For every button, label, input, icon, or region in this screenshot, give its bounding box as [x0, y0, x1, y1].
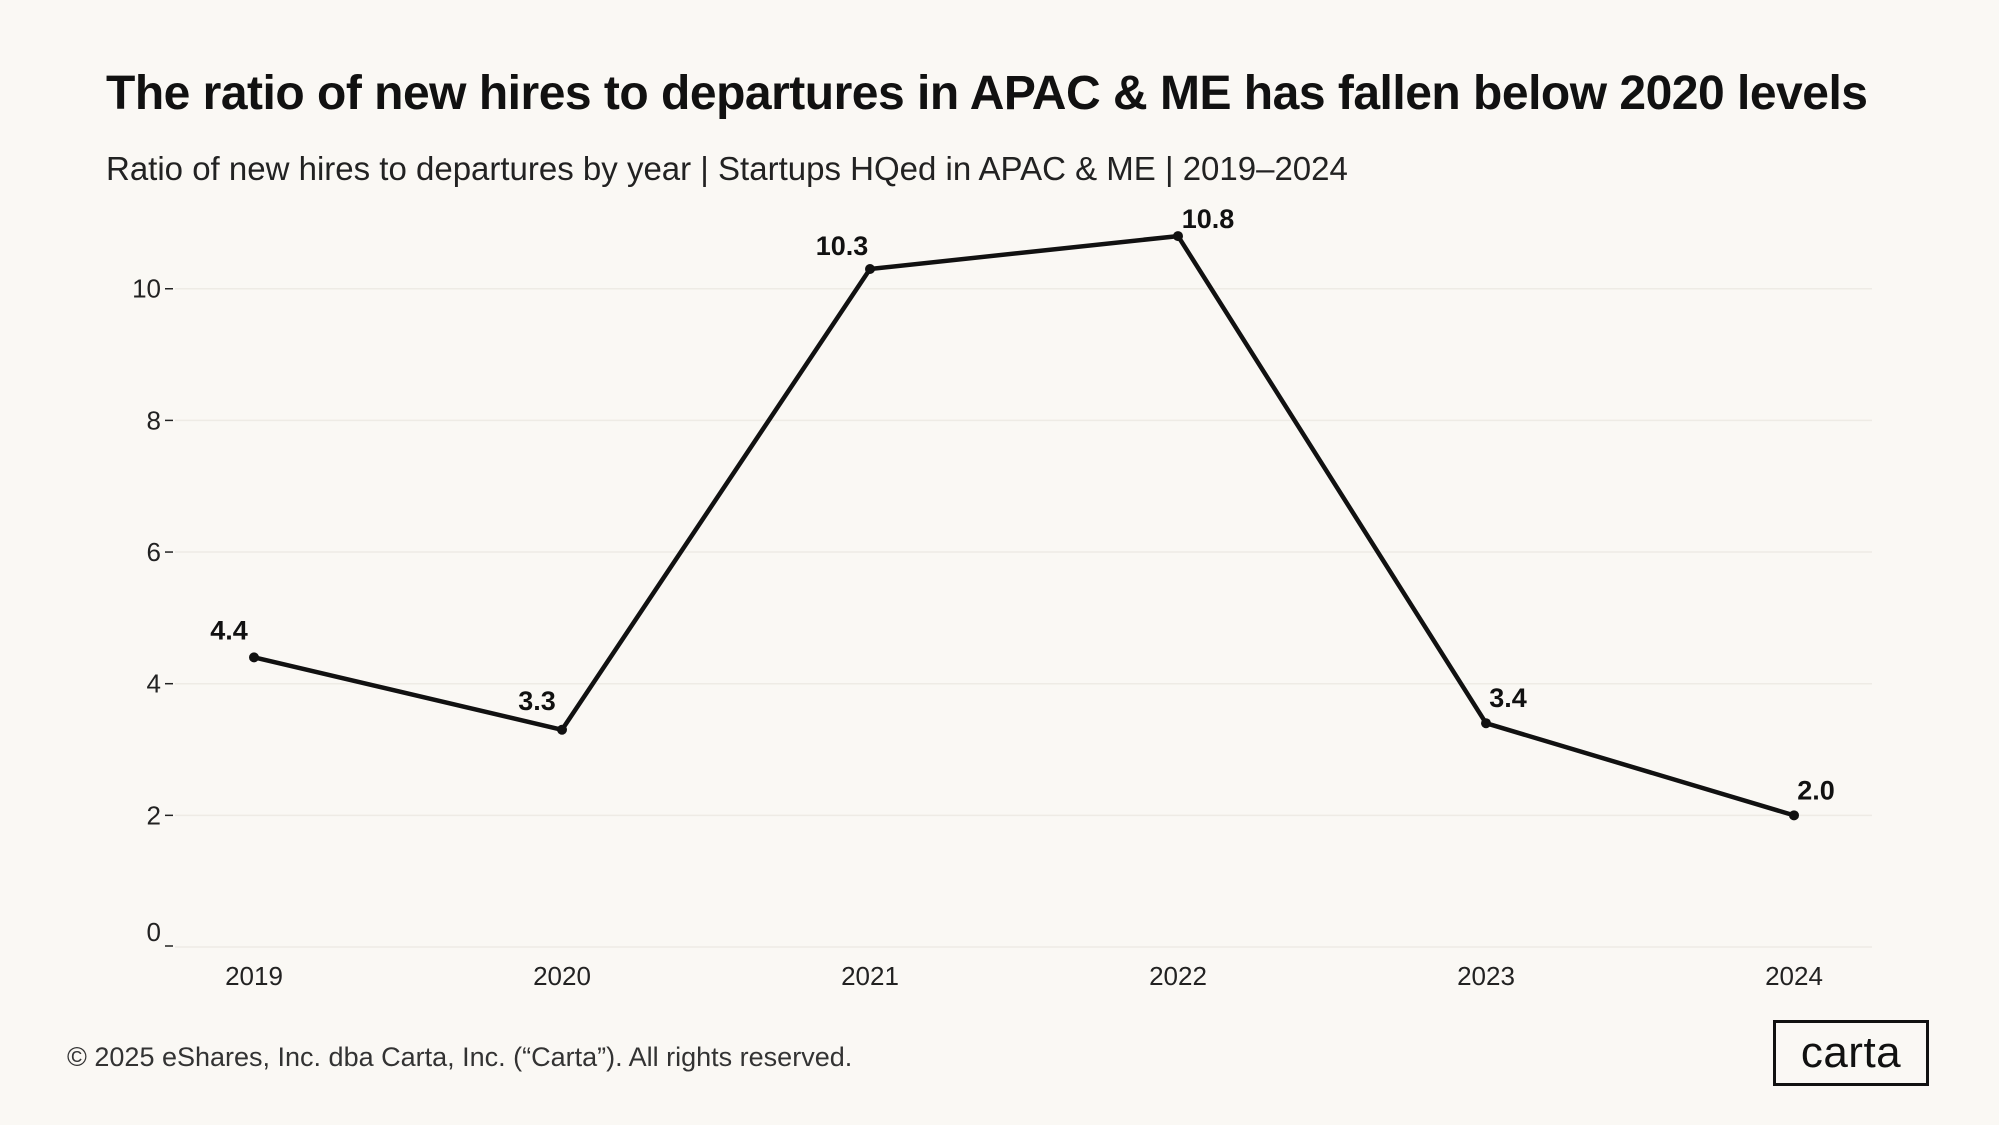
data-label: 10.3: [816, 231, 869, 261]
x-tick-label: 2023: [1457, 961, 1515, 991]
data-point: [1481, 718, 1491, 729]
data-label: 2.0: [1797, 775, 1835, 805]
data-point: [1789, 810, 1799, 821]
gridlines: [175, 287, 1872, 948]
x-tick-label: 2024: [1765, 961, 1823, 991]
data-point: [557, 724, 567, 735]
y-tick-label: 0: [147, 917, 161, 947]
x-tick-label: 2019: [225, 961, 283, 991]
x-tick-label: 2022: [1149, 961, 1207, 991]
y-tick-label: 8: [147, 405, 161, 435]
x-axis: 2019 2020 2021 2022 2023 2024: [225, 961, 1823, 991]
copyright-footer: © 2025 eShares, Inc. dba Carta, Inc. (“C…: [67, 1042, 853, 1072]
x-tick-label: 2021: [841, 961, 899, 991]
data-point: [1173, 231, 1183, 242]
data-label: 10.8: [1182, 204, 1235, 234]
data-point: [865, 263, 875, 274]
data-label: 4.4: [210, 615, 248, 645]
data-label: 3.3: [518, 686, 556, 716]
carta-logo: carta: [1773, 1020, 1929, 1086]
data-point: [249, 652, 259, 663]
chart-title: The ratio of new hires to departures in …: [106, 67, 1868, 120]
y-axis: 0 2 4 6 8 10: [132, 274, 173, 947]
x-tick-label: 2020: [533, 961, 591, 991]
series-line: [251, 233, 1797, 818]
data-points: [249, 231, 1799, 821]
y-tick-label: 6: [147, 537, 161, 567]
series-line-layer: [251, 233, 1797, 818]
y-tick-label: 4: [147, 669, 161, 699]
chart-subtitle: Ratio of new hires to departures by year…: [106, 150, 1348, 187]
y-tick-label: 2: [147, 800, 161, 830]
data-labels: 4.4 3.3 10.3 10.8 3.4 2.0: [210, 204, 1835, 805]
y-tick-label: 10: [132, 274, 161, 304]
line-chart: 0 2 4 6 8 10 2019 2020 2021 2022 2023 2024 4.4 3.3 1…: [132, 204, 1872, 991]
data-label: 3.4: [1489, 683, 1527, 713]
